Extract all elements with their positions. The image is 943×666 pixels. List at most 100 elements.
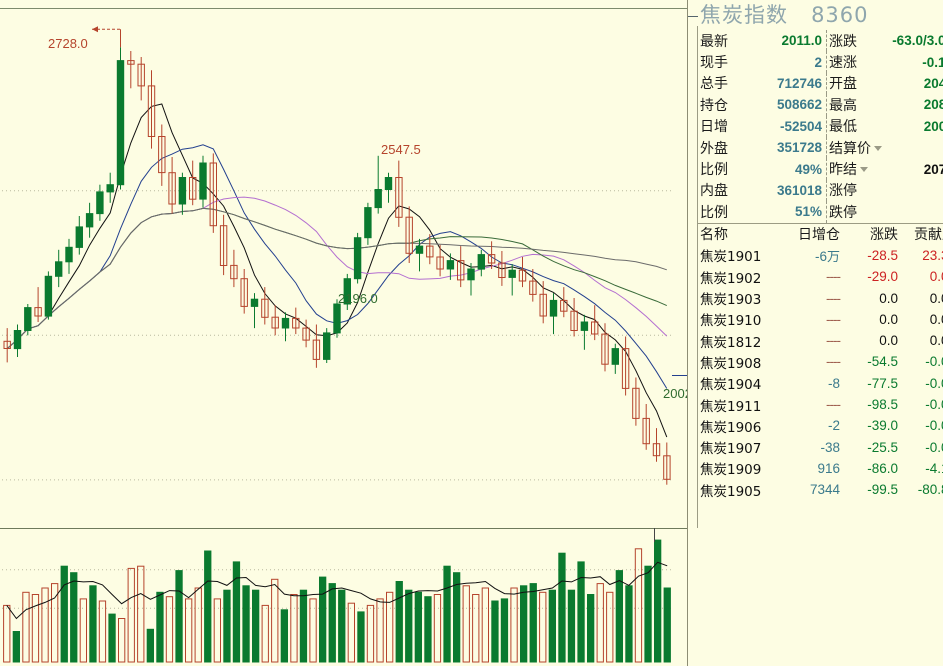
contract-change: -28.5 [867,247,898,263]
contract-daily-position: ---- [826,333,841,349]
chevron-down-icon[interactable] [860,167,868,173]
quote-label: 日增 [700,119,728,136]
quote-value: 51% [794,204,822,220]
quote-value: -0.15% [922,54,943,70]
contract-name: 焦炭1907 [700,441,762,458]
table-row[interactable]: 焦炭1909 916 -86.0 -4.15 [698,458,943,479]
quote-label: 涨跌 [826,30,885,52]
pane-separator [0,528,688,529]
quote-label: 总手 [700,76,728,93]
table-row[interactable]: 焦炭1910 ---- 0.0 0.00 [698,309,943,330]
quote-value: 2074.0 [923,161,943,177]
quote-value: -63.0/3.04% [892,33,943,49]
quote-row: 比例 49%昨结 2074.0 [698,158,943,180]
chart-column: 2728.0 2547.5 2196.0 2002.5 [0,0,703,666]
table-row[interactable]: 焦炭1907 -38 -25.5 -0.01 [698,436,943,458]
contract-change: -39.0 [867,418,898,434]
quote-label: 开盘 [826,72,885,95]
price-chart-svg[interactable] [0,0,688,528]
column-header-1[interactable]: 日增仓 [798,227,840,244]
quote-value: 361018 [776,182,822,198]
contract-contribution: -0.00 [925,397,943,413]
contracts-left-rule [697,228,698,528]
instrument-code: 8360 [811,3,869,27]
quote-value: 712746 [776,75,822,91]
column-header-0[interactable]: 名称 [700,227,728,244]
contract-daily-position: ---- [826,311,841,327]
quote-value: 2044.5 [923,75,943,91]
quote-value: 2 [814,54,822,70]
contract-contribution: -0.01 [925,439,943,455]
table-row[interactable]: 焦炭1908 ---- -54.5 -0.00 [698,351,943,372]
table-row[interactable]: 焦炭1911 ---- -98.5 -0.00 [698,394,943,415]
contract-contribution: 23.33 [922,247,943,263]
contract-daily-position: -2 [827,418,840,434]
chevron-down-icon[interactable] [874,145,882,151]
instrument-name: 焦炭指数 [700,3,788,27]
contract-change: 0.0 [879,311,898,327]
contract-contribution: 0.00 [929,290,943,306]
quote-value: 0.0 [885,137,943,158]
quote-label[interactable]: 结算价 [826,136,885,159]
quote-panel: 焦炭指数 8360 最新2011.0涨跌-63.0/3.04%现手2速涨-0.1… [688,0,943,666]
contract-contribution: -80.88 [917,482,943,498]
quote-label: 持仓 [700,97,728,114]
chart-right-border [687,0,688,666]
contracts-header-row: 名称 日增仓 涨跌贡献度 [698,224,943,245]
volume-chart-pane[interactable] [0,528,688,666]
quote-label: 现手 [700,55,728,72]
table-row[interactable]: 焦炭1904 -8 -77.5 -0.00 [698,373,943,394]
quote-label[interactable]: 昨结 [826,158,885,180]
contract-contribution: 0.00 [929,311,943,327]
contract-name: 焦炭1903 [700,292,762,309]
quote-label: 比例 [700,162,728,179]
contract-change: -98.5 [867,397,898,413]
contract-name: 焦炭1904 [700,377,762,394]
contracts-table[interactable]: 名称 日增仓 涨跌贡献度焦炭1901 -6万 -28.5 23.33 焦炭1902 ---- -… [698,224,943,501]
contract-change: -77.5 [867,375,898,391]
contract-name: 焦炭1910 [700,313,762,330]
contract-daily-position: -38 [820,439,840,455]
quote-label: 速涨 [826,51,885,73]
quote-label: 最低 [826,115,885,137]
contract-change: -29.0 [867,269,898,285]
contract-change: -25.5 [867,439,898,455]
column-header-2[interactable]: 涨跌 [870,227,898,244]
column-header-3[interactable]: 贡献度 [914,227,943,244]
volume-chart-svg[interactable] [0,528,688,666]
contract-contribution: -0.00 [925,418,943,434]
quote-label: 跌停 [826,201,885,223]
contract-contribution: -0.00 [925,354,943,370]
quote-row: 现手 2速涨 -0.15% [698,51,943,73]
quote-label: 外盘 [700,140,728,157]
contract-contribution: -4.15 [925,460,943,476]
quote-label: 涨停 [826,179,885,202]
contract-daily-position: 7344 [809,482,840,498]
quote-value: ----- [885,180,943,201]
contract-name: 焦炭1909 [700,462,762,479]
table-row[interactable]: 焦炭1905 7344 -99.5 -80.88 [698,479,943,500]
price-chart-pane[interactable] [0,0,688,528]
table-row[interactable]: 焦炭1903 ---- 0.0 0.00 [698,287,943,309]
table-row[interactable]: 焦炭1812 ---- 0.0 0.00 [698,330,943,351]
contract-change: 0.0 [879,333,898,349]
quote-label: 内盘 [700,183,728,200]
table-row[interactable]: 焦炭1902 ---- -29.0 0.00 [698,266,943,287]
contract-daily-position: ---- [826,290,841,306]
quote-label: 最高 [826,94,885,116]
chart-top-border [0,8,688,9]
contract-contribution: -0.00 [925,375,943,391]
quote-row: 比例 51%跌停----- [698,201,943,223]
table-row[interactable]: 焦炭1901 -6万 -28.5 23.33 [698,245,943,266]
table-row[interactable]: 焦炭1906 -2 -39.0 -0.00 [698,415,943,436]
quote-value: ----- [885,201,943,222]
contract-name: 焦炭1906 [700,419,762,436]
contract-name: 焦炭1911 [700,398,762,415]
contract-name: 焦炭1901 [700,249,762,266]
contract-name: 焦炭1908 [700,355,762,372]
